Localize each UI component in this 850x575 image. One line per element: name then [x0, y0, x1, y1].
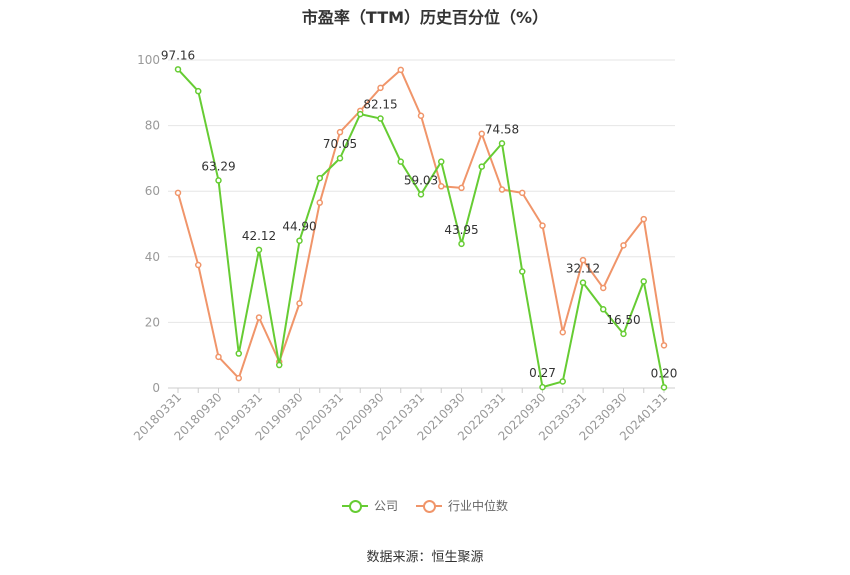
chart-title: 市盈率（TTM）历史百分位（%）	[301, 8, 549, 27]
data-point-company	[276, 361, 283, 369]
legend-item-company[interactable]: 公司	[341, 497, 398, 514]
series	[174, 66, 668, 391]
y-tick-label: 80	[145, 119, 160, 133]
data-point-industry	[397, 66, 404, 74]
data-point-industry	[600, 284, 607, 292]
data-label-company: 82.15	[363, 98, 397, 112]
data-point-company	[640, 278, 647, 285]
legend: 公司 行业中位数	[0, 497, 850, 514]
data-point-company	[438, 158, 445, 165]
data-point-company	[620, 330, 627, 338]
data-point-industry	[458, 184, 465, 192]
data-point-company	[336, 154, 344, 162]
data-point-company	[600, 306, 607, 313]
data-point-industry	[539, 222, 546, 229]
data-point-company	[478, 163, 485, 170]
data-point-company	[458, 240, 465, 248]
y-tick-label: 0	[152, 381, 160, 395]
y-tick-label: 100	[137, 53, 160, 67]
y-tick-label: 60	[145, 184, 160, 198]
data-label-company: 59.03	[404, 173, 438, 187]
data-label-company: 16.50	[606, 313, 640, 327]
data-source-note: 数据来源：恒生聚源	[366, 550, 484, 565]
data-point-industry	[316, 199, 323, 206]
axes: 0204060801002018033120180930201903312019…	[131, 53, 675, 443]
data-point-industry	[195, 261, 202, 269]
data-point-industry	[640, 215, 647, 223]
data-point-company	[397, 158, 404, 165]
data-point-company	[215, 177, 222, 184]
data-label-company: 44.90	[282, 220, 316, 234]
data-point-industry	[438, 183, 445, 190]
data-label-company: 42.12	[242, 229, 276, 243]
data-point-company	[559, 378, 566, 385]
data-point-company	[498, 140, 506, 147]
data-point-company	[519, 268, 526, 275]
data-point-company	[316, 174, 323, 182]
data-point-company	[174, 66, 182, 73]
data-label-company: 43.95	[444, 223, 478, 237]
data-point-industry	[498, 186, 506, 193]
data-point-company	[357, 110, 364, 118]
data-point-industry	[255, 314, 263, 321]
data-point-industry	[660, 342, 668, 349]
data-point-industry	[620, 242, 627, 249]
data-label-company: 32.12	[566, 262, 600, 276]
data-point-company	[255, 246, 263, 254]
data-point-industry	[174, 189, 182, 197]
data-label-company: 97.16	[161, 48, 195, 62]
data-point-industry	[336, 128, 344, 136]
data-point-industry	[296, 300, 303, 307]
data-point-company	[417, 191, 425, 198]
data-label-company: 74.58	[485, 122, 519, 136]
data-point-company	[579, 279, 587, 286]
data-point-industry	[559, 328, 566, 336]
data-point-industry	[235, 374, 242, 382]
legend-label-company: 公司	[373, 499, 398, 513]
data-point-company	[377, 115, 384, 122]
data-point-industry	[215, 353, 222, 361]
data-point-industry	[478, 130, 485, 138]
legend-item-industry[interactable]: 行业中位数	[416, 497, 508, 514]
legend-swatch-company	[341, 499, 368, 513]
data-label-company: 70.05	[323, 137, 357, 151]
legend-swatch-industry	[416, 499, 442, 513]
data-point-industry	[377, 84, 384, 92]
data-point-company	[296, 237, 303, 244]
data-label-company: 63.29	[201, 159, 235, 173]
y-tick-label: 40	[145, 250, 160, 264]
data-point-company	[235, 350, 242, 357]
data-labels: 97.16 63.29 42.12 44.90 70.05 82.15 59.03 43.95…	[161, 48, 678, 380]
data-point-company	[660, 384, 668, 391]
data-label-company: 0.20	[651, 366, 678, 380]
data-label-company: 0.27	[529, 366, 556, 380]
data-point-industry	[579, 256, 587, 264]
legend-label-industry: 行业中位数	[448, 499, 509, 513]
y-tick-label: 20	[145, 315, 160, 329]
data-point-company	[539, 383, 546, 391]
data-point-industry	[519, 189, 526, 197]
data-point-company	[195, 87, 202, 95]
data-point-industry	[417, 112, 425, 120]
